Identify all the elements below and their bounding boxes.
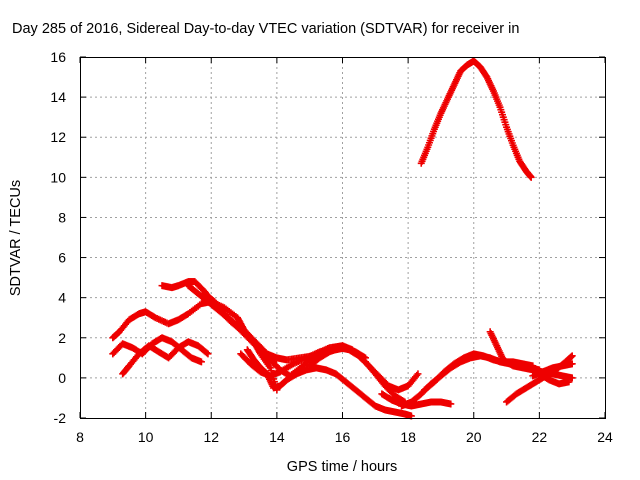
series-arc-14 (486, 328, 576, 382)
y-tick-label: 14 (50, 89, 66, 105)
y-tick-label: 6 (58, 250, 66, 266)
data-point (568, 360, 576, 368)
grid-layer (80, 57, 605, 418)
y-tick-label: 0 (58, 370, 66, 386)
x-tick-label: 18 (400, 429, 416, 445)
chart-title: Day 285 of 2016, Sidereal Day-to-day VTE… (12, 21, 519, 37)
x-tick-label: 14 (269, 429, 285, 445)
x-tick-label: 10 (138, 429, 154, 445)
data-point (447, 400, 455, 408)
data-point (268, 357, 276, 365)
x-axis-label: GPS time / hours (287, 459, 397, 475)
series-arc-5 (109, 334, 205, 366)
data-point (527, 173, 535, 181)
series-arc-9 (306, 344, 422, 394)
data-point (568, 352, 576, 360)
x-tick-label: 8 (76, 429, 84, 445)
y-tick-label: -2 (54, 410, 67, 426)
data-point (270, 358, 278, 366)
data-point (203, 349, 211, 357)
series-arc-6 (201, 290, 278, 366)
series-arc-8 (243, 346, 415, 420)
data-point (204, 350, 212, 358)
x-tick-label: 24 (597, 429, 613, 445)
y-tick-label: 16 (50, 49, 66, 65)
data-point (414, 370, 422, 378)
x-tick-label: 16 (335, 429, 351, 445)
data-point (565, 378, 573, 386)
y-tick-label: 10 (50, 169, 66, 185)
series-arc-12 (421, 350, 537, 394)
series-arc-13 (417, 57, 535, 181)
y-tick-label: 2 (58, 330, 66, 346)
data-points (109, 57, 576, 420)
data-point (197, 358, 205, 366)
series-arc-17 (535, 370, 573, 388)
x-tick-label: 12 (203, 429, 219, 445)
y-tick-label: 12 (50, 129, 66, 145)
y-axis-label: SDTVAR / TECUs (8, 180, 24, 296)
y-tick-label: 8 (58, 209, 66, 225)
data-point (568, 374, 576, 382)
x-tick-label: 20 (466, 429, 482, 445)
y-tick-label: 4 (58, 290, 66, 306)
data-point (413, 371, 421, 379)
plot-frame (80, 57, 606, 419)
x-tick-label: 22 (532, 429, 548, 445)
